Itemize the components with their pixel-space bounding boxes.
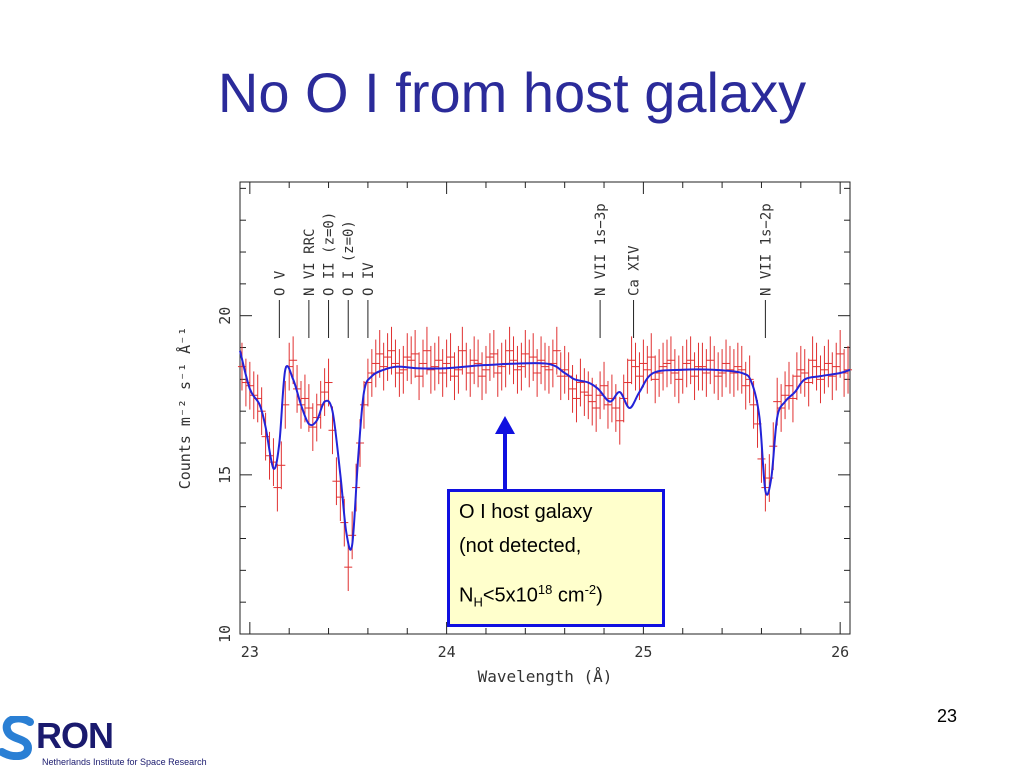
callout-box: O I host galaxy (not detected, NH<5x1018… xyxy=(447,489,665,627)
line-label: O I (z=0) xyxy=(341,220,357,296)
x-tick-label: 26 xyxy=(831,643,849,661)
x-tick-label: 24 xyxy=(438,643,456,661)
column-density-unit-exponent: -2 xyxy=(584,582,597,597)
sron-tagline: Netherlands Institute for Space Research xyxy=(42,757,207,767)
line-label: Ca XIV xyxy=(627,245,643,296)
x-tick-label: 23 xyxy=(241,643,259,661)
column-density-symbol: N xyxy=(459,584,474,607)
column-density-value: <5x10 xyxy=(482,584,538,607)
plot-frame xyxy=(239,181,851,635)
line-label: O V xyxy=(272,270,288,296)
line-label: N VI RRC xyxy=(302,229,318,296)
line-labels: O V N VI RRC O II (z=0) O I (z=0) O IV N VII … xyxy=(272,203,774,338)
y-tick-label: 15 xyxy=(216,466,234,484)
callout-close-paren: ) xyxy=(596,584,603,607)
column-density-exponent: 18 xyxy=(537,582,553,597)
sron-wordmark: RON xyxy=(36,715,114,756)
slide-title: No O I from host galaxy xyxy=(217,61,807,124)
line-label: O IV xyxy=(361,262,377,296)
line-label: O II (z=0) xyxy=(322,212,338,296)
arrow xyxy=(495,416,515,489)
callout-line-3: NH<5x1018 cm-2) xyxy=(459,568,662,625)
x-axis-label: Wavelength (Å) xyxy=(478,667,613,686)
sron-logo: RON Netherlands Institute for Space Rese… xyxy=(0,712,240,768)
model-line xyxy=(239,350,851,551)
arrow-head xyxy=(495,416,515,434)
y-tick-label: 10 xyxy=(216,625,234,643)
x-tick-label: 25 xyxy=(634,643,652,661)
callout-line-1: O I host galaxy xyxy=(459,501,593,523)
y-axis-label: Counts m⁻² s⁻¹ Å⁻¹ xyxy=(175,327,194,490)
sron-s-mark-icon xyxy=(0,716,34,760)
model-curve xyxy=(239,350,851,551)
line-label: N VII 1s−2p xyxy=(758,203,774,296)
callout-line-2: (not detected, xyxy=(459,535,582,557)
axis-ticks: 23 24 25 26 10 15 20 xyxy=(216,182,850,661)
slide-number: 23 xyxy=(937,706,958,726)
column-density-subscript: H xyxy=(473,594,483,610)
y-tick-label: 20 xyxy=(216,307,234,325)
line-label: N VII 1s−3p xyxy=(593,203,609,296)
column-density-unit: cm xyxy=(552,584,585,607)
